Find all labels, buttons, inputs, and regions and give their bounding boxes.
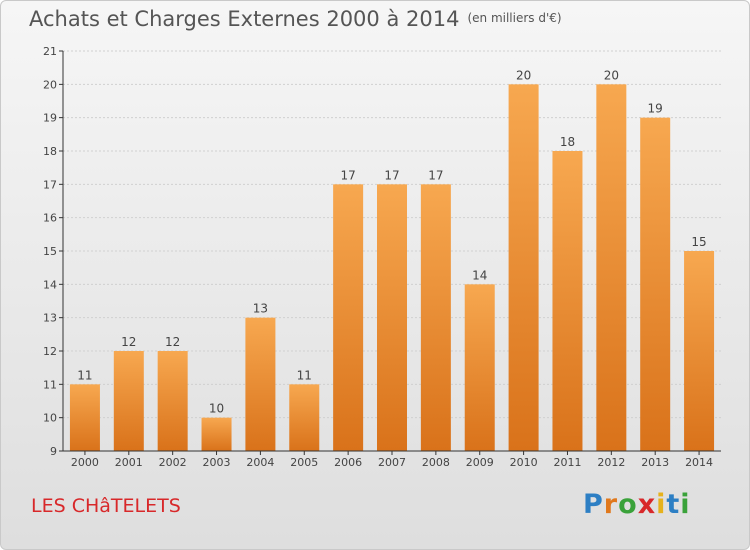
y-tick-label: 12 xyxy=(43,345,57,358)
x-tick-label: 2013 xyxy=(641,456,669,469)
x-tick-label: 2000 xyxy=(71,456,99,469)
x-tick-label: 2009 xyxy=(466,456,494,469)
y-tick-label: 18 xyxy=(43,145,57,158)
x-tick-label: 2010 xyxy=(510,456,538,469)
y-tick-label: 13 xyxy=(43,312,57,325)
data-label: 17 xyxy=(384,168,399,182)
logo-letter: t xyxy=(666,489,681,520)
data-label: 12 xyxy=(121,335,136,349)
bar xyxy=(333,184,364,452)
bar xyxy=(289,384,320,451)
data-label: 11 xyxy=(297,368,312,382)
x-tick-label: 2002 xyxy=(159,456,187,469)
x-tick-label: 2003 xyxy=(203,456,231,469)
y-tick-label: 19 xyxy=(43,112,57,125)
bar xyxy=(684,251,715,451)
data-label: 15 xyxy=(691,235,706,249)
bar xyxy=(113,351,144,451)
proxiti-logo: Proxiti xyxy=(583,489,691,520)
town-name: LES CHâTELETS xyxy=(31,495,181,517)
x-tick-label: 2004 xyxy=(246,456,274,469)
logo-letter: P xyxy=(583,489,604,520)
chart-title: Achats et Charges Externes 2000 à 2014 (e… xyxy=(29,7,562,31)
data-label: 17 xyxy=(340,168,355,182)
bars xyxy=(69,84,715,452)
logo-letter: x xyxy=(637,489,657,520)
data-labels: 11 12 12 10 13 11 17 17 17 14 20 18 20 19 15 xyxy=(77,68,706,415)
x-tick-label: 2012 xyxy=(597,456,625,469)
x-tick-label: 2006 xyxy=(334,456,362,469)
bar xyxy=(596,84,627,451)
bar xyxy=(245,317,276,451)
data-label: 13 xyxy=(253,302,268,316)
logo-letter: i xyxy=(656,489,667,520)
bar xyxy=(552,151,583,451)
chart-unit: (en milliers d'€) xyxy=(467,11,562,25)
bar xyxy=(157,351,188,451)
x-tick-labels: 2000 2001 2002 2003 2004 2005 2006 2007 2008 2009… xyxy=(71,451,713,469)
y-tick-label: 20 xyxy=(43,78,57,91)
y-tick-label: 14 xyxy=(43,278,57,291)
y-tick-label: 21 xyxy=(43,45,57,58)
data-label: 12 xyxy=(165,335,180,349)
logo-letter: o xyxy=(618,489,638,520)
bar xyxy=(201,417,232,451)
bar xyxy=(420,184,451,452)
bar xyxy=(377,184,407,452)
data-label: 10 xyxy=(209,402,224,416)
y-tick-label: 10 xyxy=(43,412,57,425)
x-tick-label: 2011 xyxy=(553,456,581,469)
logo-letter: i xyxy=(680,489,691,520)
data-label: 11 xyxy=(77,368,92,382)
data-label: 19 xyxy=(648,102,663,116)
bar xyxy=(508,84,539,451)
x-tick-label: 2001 xyxy=(115,456,143,469)
x-tick-label: 2014 xyxy=(685,456,713,469)
x-tick-label: 2007 xyxy=(378,456,406,469)
y-tick-label: 16 xyxy=(43,212,57,225)
bar xyxy=(464,284,495,451)
bar xyxy=(69,384,100,451)
y-tick-label: 15 xyxy=(43,245,57,258)
data-label: 14 xyxy=(472,268,487,282)
y-tick-labels: 9 10 11 12 13 14 15 16 17 18 19 20 21 xyxy=(43,45,63,458)
y-tick-label: 11 xyxy=(43,378,57,391)
x-tick-label: 2005 xyxy=(290,456,318,469)
data-label: 20 xyxy=(604,68,619,82)
logo-letter: r xyxy=(603,489,619,520)
y-tick-label: 9 xyxy=(50,445,57,458)
x-tick-label: 2008 xyxy=(422,456,450,469)
bar xyxy=(640,117,671,452)
data-label: 17 xyxy=(428,168,443,182)
y-tick-label: 17 xyxy=(43,178,57,191)
data-label: 20 xyxy=(516,68,531,82)
chart-title-text: Achats et Charges Externes 2000 à 2014 xyxy=(29,7,460,31)
data-label: 18 xyxy=(560,135,575,149)
